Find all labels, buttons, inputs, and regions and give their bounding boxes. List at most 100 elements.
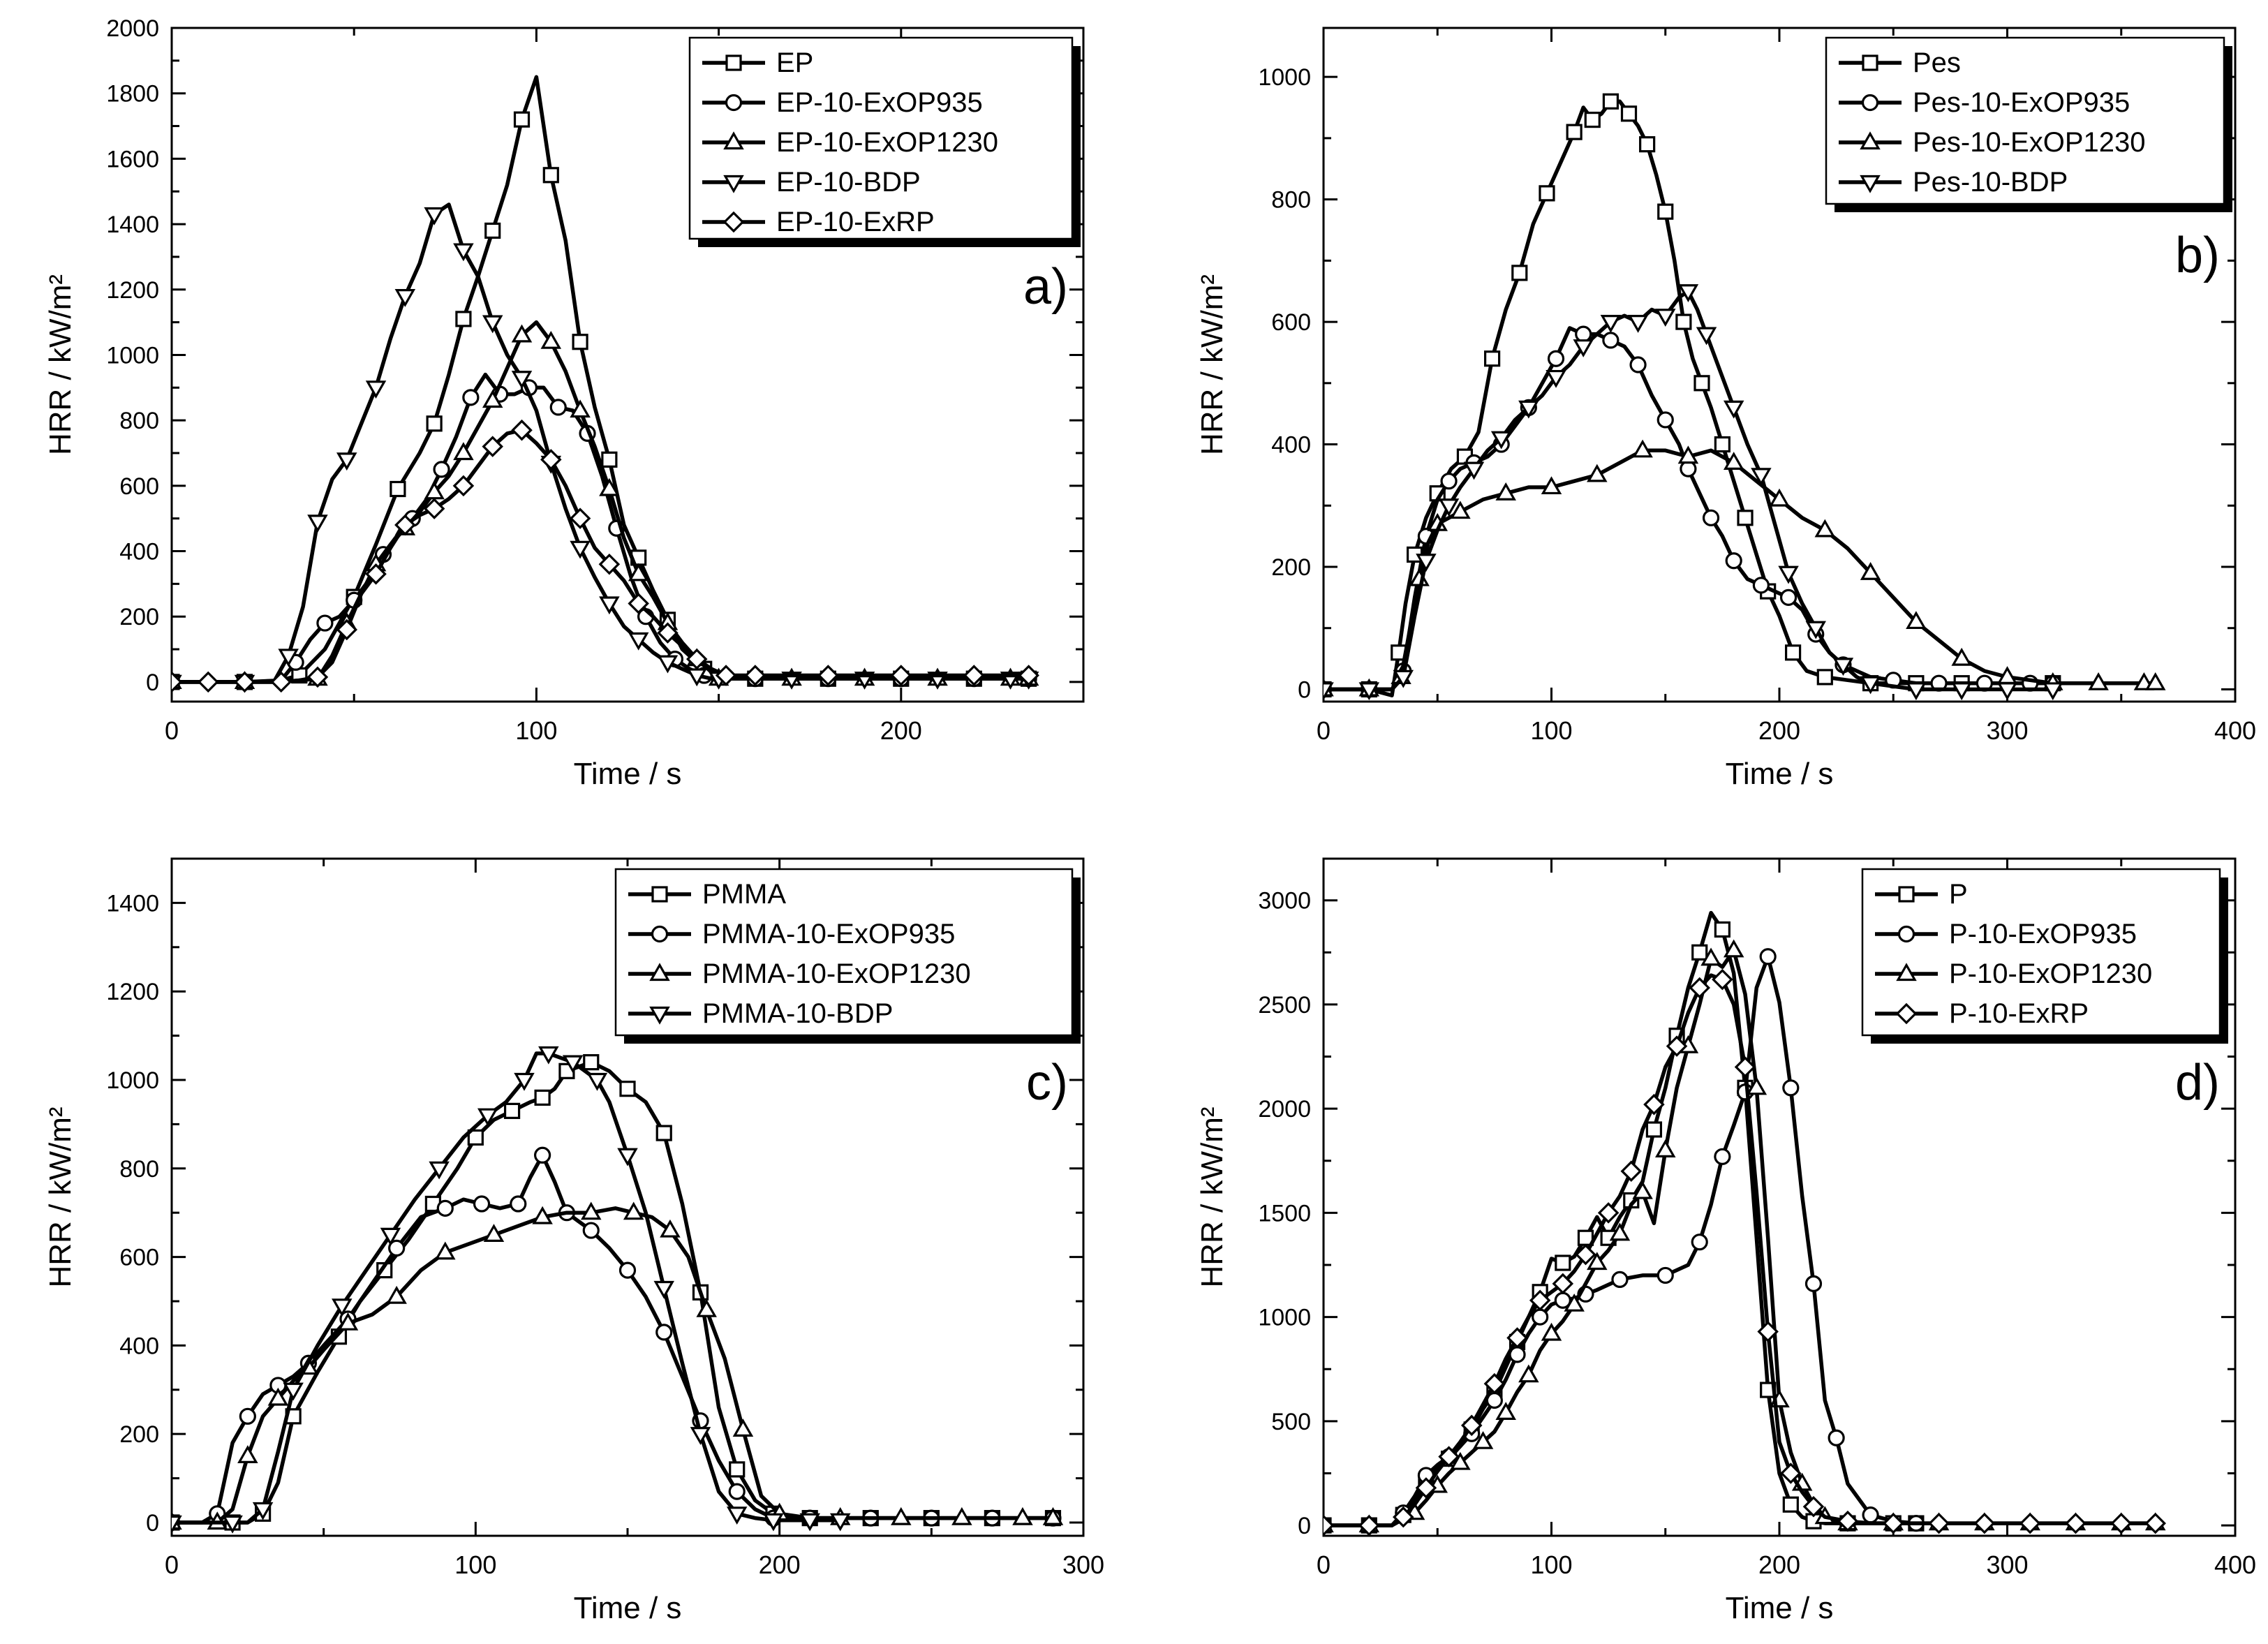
legend-label: P-10-ExOP935	[1949, 919, 2137, 949]
series-line-PMMA-10-BDP	[172, 1051, 843, 1525]
data-point-Pes	[1816, 669, 1833, 686]
data-point-P-10-ExOP935	[1691, 1234, 1708, 1251]
y-tick-label: 3000	[1258, 888, 1311, 914]
data-point-Pes	[1693, 375, 1710, 392]
data-point-P-10-ExOP1230	[1654, 1139, 1676, 1157]
data-point-Pes-10-BDP	[2043, 682, 2063, 701]
data-point-P-10-ExRP	[1757, 1321, 1779, 1342]
y-tick-label: 1600	[106, 146, 159, 172]
data-point-P-10-ExOP1230	[1723, 939, 1744, 958]
data-point-PMMA-10-BDP	[283, 1382, 304, 1401]
data-point-EP-10-BDP	[278, 649, 299, 667]
data-point-P-10-ExOP1230	[1541, 1322, 1562, 1341]
legend-marker-PMMA-10-ExOP935	[651, 925, 669, 943]
data-point-PMMA-10-BDP	[429, 1161, 450, 1180]
x-tick-label: 0	[165, 716, 179, 745]
data-point-Pes-10-ExOP935	[1725, 552, 1742, 570]
data-point-PMMA	[729, 1461, 746, 1478]
legend-label: EP-10-BDP	[776, 167, 921, 198]
legend-marker-P-10-ExOP1230	[1896, 963, 1917, 982]
legend-marker-P-10-ExRP	[1895, 1002, 1918, 1025]
data-point-EP-10-ExRP	[963, 665, 985, 686]
data-point-EP	[572, 334, 588, 350]
data-point-P-10-ExRP	[1689, 977, 1710, 999]
data-point-PMMA-10-BDP	[332, 1298, 353, 1317]
data-point-EP-10-ExRP	[715, 665, 737, 686]
data-point-EP-10-BDP	[511, 371, 533, 389]
data-point-PMMA-10-ExOP1230	[435, 1241, 456, 1260]
data-point-P-10-ExOP1230	[1472, 1430, 1494, 1449]
legend-marker-EP-10-BDP	[723, 175, 744, 193]
data-point-EP-10-BDP	[365, 380, 387, 399]
x-tick-label: 200	[880, 716, 922, 745]
data-point-PMMA-10-ExOP1230	[951, 1506, 972, 1525]
y-axis-label: HRR / kW/m²	[43, 274, 77, 455]
data-point-EP-10-ExRP	[890, 665, 912, 686]
series-line-P-10-ExOP935	[1324, 954, 1918, 1527]
series-P-10-ExOP935	[1324, 948, 1925, 1534]
data-point-EP	[601, 451, 618, 468]
data-point-Pes-10-ExOP1230	[1632, 439, 1653, 458]
data-point-Pes-10-BDP	[1358, 682, 1380, 701]
data-point-PMMA-10-ExOP1230	[386, 1285, 407, 1304]
legend-marker-EP	[725, 54, 742, 71]
y-tick-label: 600	[1271, 309, 1311, 336]
legend-label: PMMA-10-ExOP935	[702, 919, 955, 949]
legend-marker-Pes-10-BDP	[1860, 175, 1881, 193]
data-point-P-10-ExRP	[1620, 1160, 1643, 1182]
data-point-Pes-10-BDP	[1751, 468, 1772, 487]
series-PMMA-10-BDP	[172, 1046, 851, 1534]
data-point-Pes-10-BDP	[1438, 498, 1460, 517]
panel-d: 0 100 200 300 400 0 500 1000 1500 2000 2500 3000 Tim…	[1195, 857, 2256, 1625]
legend-marker-Pes-10-ExOP935	[1861, 94, 1879, 112]
data-point-P-10-ExOP1230	[1587, 1252, 1608, 1271]
panel-a: 0 100 200020040060080010001200140016001800…	[43, 15, 1085, 791]
data-point-PMMA-10-BDP	[690, 1427, 711, 1445]
data-point-EP-10-BDP	[453, 243, 474, 262]
data-point-EP-10-ExRP	[1018, 665, 1039, 686]
y-tick-label: 1500	[1258, 1200, 1311, 1227]
data-point-Pes-10-BDP	[1696, 327, 1717, 346]
legend-label: Pes-10-ExOP1230	[1913, 127, 2146, 158]
legend-label: Pes-10-ExOP935	[1913, 87, 2130, 118]
data-point-P	[1555, 1254, 1571, 1271]
legend-label: PMMA-10-BDP	[702, 998, 893, 1029]
series-line-EP-10-BDP	[172, 202, 1031, 684]
data-point-PMMA-10-BDP	[829, 1513, 851, 1532]
data-point-P-10-ExRP	[1928, 1512, 1950, 1534]
y-tick-label: 1800	[106, 81, 159, 108]
data-point-EP-10-ExRP	[197, 671, 219, 693]
data-point-PMMA-10-BDP	[172, 1515, 182, 1534]
data-point-PMMA-10-ExOP1230	[237, 1445, 258, 1463]
data-point-P-10-ExOP1230	[1495, 1402, 1516, 1421]
data-point-P	[1782, 1496, 1799, 1513]
data-point-EP-10-ExRP	[482, 436, 503, 457]
data-point-Pes-10-ExOP935	[1702, 509, 1720, 526]
data-point-PMMA-10-ExOP935	[436, 1199, 454, 1217]
data-point-PMMA	[583, 1054, 600, 1071]
legend-marker-Pes-10-ExOP1230	[1860, 131, 1881, 150]
data-point-Pes-10-BDP	[1654, 309, 1676, 327]
data-point-Pes-10-ExOP935	[1440, 473, 1458, 490]
data-point-EP-10-ExOP1230	[628, 563, 649, 582]
y-tick-label: 200	[119, 604, 159, 630]
data-point-Pes-10-BDP	[1996, 682, 2018, 701]
data-point-Pes-10-BDP	[1778, 565, 1799, 584]
data-point-PMMA-10-BDP	[726, 1506, 748, 1525]
data-point-P-10-ExRP	[1529, 1289, 1551, 1312]
data-point-Pes-10-ExOP935	[1547, 350, 1565, 367]
data-point-EP-10-ExOP1230	[570, 399, 591, 418]
data-point-P-10-ExRP	[1802, 1495, 1825, 1518]
y-tick-label: 1000	[1258, 1305, 1311, 1331]
data-point-Pes-10-ExOP1230	[1587, 464, 1608, 482]
data-point-PMMA-10-ExOP935	[618, 1261, 637, 1279]
legend-marker-P	[1898, 886, 1915, 903]
data-point-Pes-10-BDP	[1600, 314, 1622, 333]
x-tick-label: 200	[759, 1550, 801, 1579]
y-tick-label: 1200	[106, 277, 159, 304]
data-point-P-10-ExRP	[2019, 1512, 2041, 1534]
x-tick-label: 0	[165, 1550, 179, 1579]
legend-label: PMMA-10-ExOP1230	[702, 958, 971, 989]
series-line-Pes-10-ExOP935	[1324, 326, 2055, 692]
data-point-EP-10-ExOP1230	[453, 442, 474, 461]
